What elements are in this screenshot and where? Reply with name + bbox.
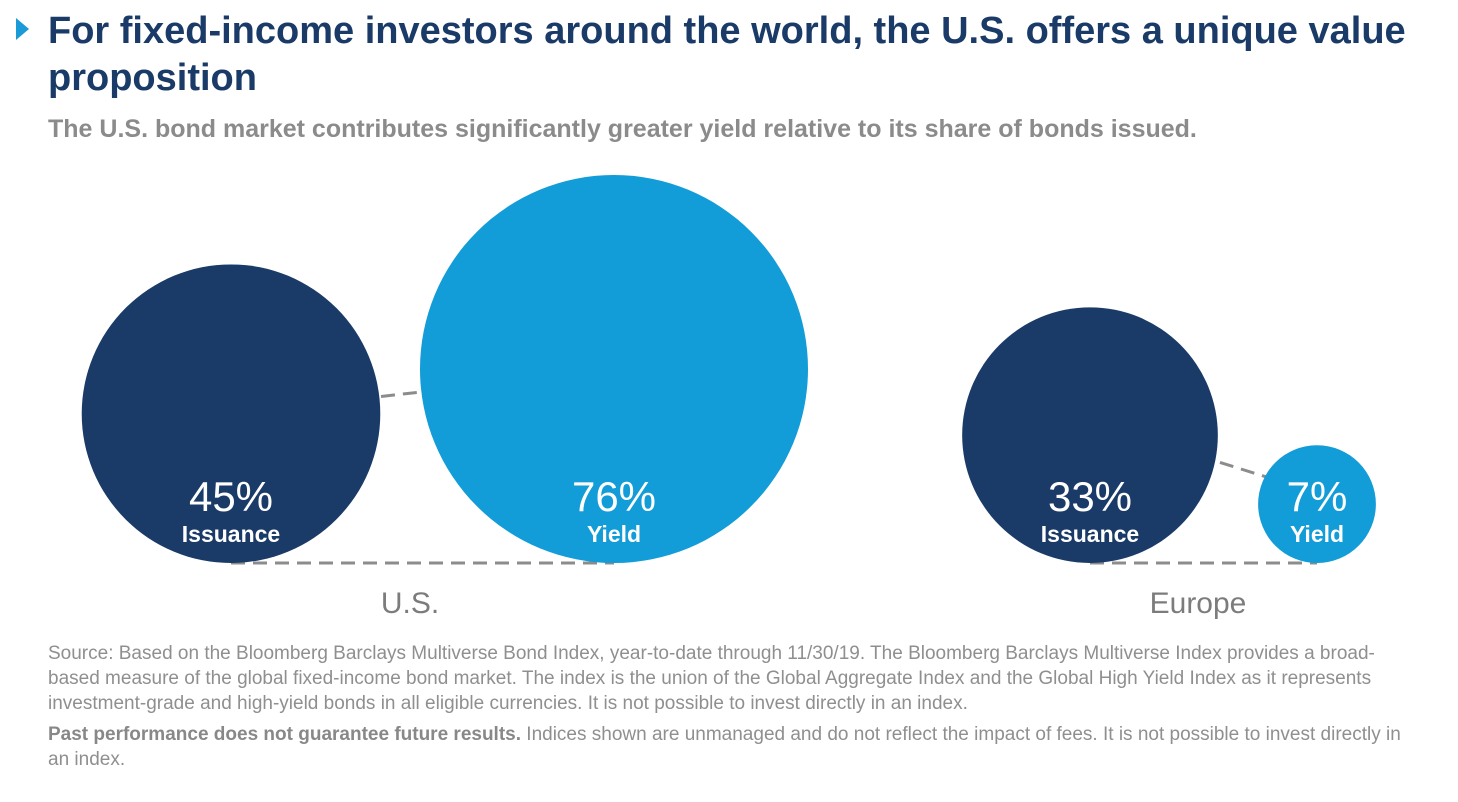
yield-series-label: Yield	[587, 521, 641, 547]
disclaimer-text: Indices shown are unmanaged and do not r…	[48, 724, 1401, 770]
category-label: U.S.	[381, 587, 439, 620]
issuance-series-label: Issuance	[182, 521, 280, 547]
source-notes: Source: Based on the Bloomberg Barclays …	[48, 641, 1408, 778]
source-note: Source: Based on the Bloomberg Barclays …	[48, 643, 1375, 714]
caret-right-icon	[16, 18, 29, 40]
yield-value-label: 76%	[572, 473, 656, 520]
yield-bubble	[420, 175, 808, 563]
page-subtitle: The U.S. bond market contributes signifi…	[48, 115, 1197, 143]
issuance-value-label: 33%	[1048, 473, 1132, 520]
page-title: For fixed-income investors around the wo…	[48, 10, 1406, 99]
yield-bubble	[1258, 445, 1376, 563]
yield-value-label: 7%	[1287, 473, 1348, 520]
issuance-bubble	[962, 307, 1218, 563]
bubble-group-europe: 33%Issuance 7%Yield Europe	[962, 307, 1376, 620]
issuance-bubble	[81, 264, 381, 563]
issuance-value-label: 45%	[189, 473, 273, 520]
disclaimer-bold: Past performance does not guarantee futu…	[48, 724, 522, 745]
category-label: Europe	[1150, 587, 1247, 620]
yield-series-label: Yield	[1290, 521, 1344, 547]
bubble-group-u-s: 45%Issuance 76%Yield U.S.	[81, 175, 808, 620]
issuance-series-label: Issuance	[1041, 521, 1139, 547]
performance-disclaimer: Past performance does not guarantee futu…	[48, 722, 1408, 772]
header: For fixed-income investors around the wo…	[16, 8, 1436, 102]
